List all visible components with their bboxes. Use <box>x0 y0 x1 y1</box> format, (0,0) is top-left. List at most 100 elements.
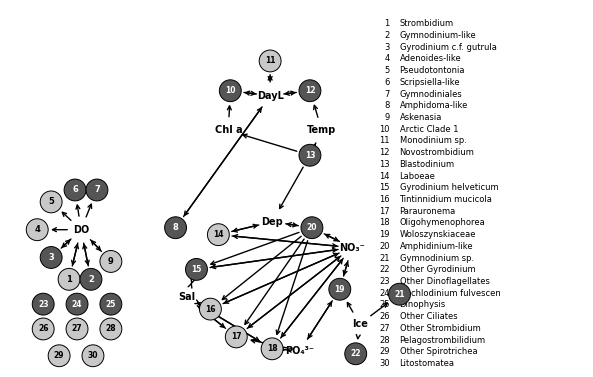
Circle shape <box>58 268 80 290</box>
Text: Pelagostrombilidium: Pelagostrombilidium <box>400 336 486 345</box>
Text: PO₄³⁻: PO₄³⁻ <box>285 346 314 356</box>
Text: 25: 25 <box>106 300 116 309</box>
Text: 26: 26 <box>379 312 390 321</box>
Text: 7: 7 <box>94 185 100 195</box>
Text: 8: 8 <box>173 223 178 232</box>
Text: Pseudotontonia: Pseudotontonia <box>400 66 465 75</box>
Text: 28: 28 <box>106 325 116 334</box>
Text: 14: 14 <box>213 230 224 239</box>
Circle shape <box>301 217 323 239</box>
Text: 3: 3 <box>48 253 54 262</box>
Circle shape <box>345 343 366 365</box>
Circle shape <box>199 298 221 320</box>
Text: 3: 3 <box>384 43 390 52</box>
Text: Other Gyrodinium: Other Gyrodinium <box>400 265 475 274</box>
Circle shape <box>100 318 122 340</box>
Circle shape <box>66 318 88 340</box>
Circle shape <box>186 259 208 280</box>
Circle shape <box>32 318 54 340</box>
Text: Gymnodiniales: Gymnodiniales <box>400 89 463 98</box>
Circle shape <box>299 144 321 166</box>
Text: 18: 18 <box>379 218 390 227</box>
Circle shape <box>86 179 108 201</box>
Text: Strombidium: Strombidium <box>400 19 454 28</box>
Circle shape <box>40 191 62 213</box>
Circle shape <box>82 345 104 367</box>
Text: 25: 25 <box>379 300 390 310</box>
Text: 14: 14 <box>379 172 390 181</box>
Text: 22: 22 <box>379 265 390 274</box>
Text: Adenoides-like: Adenoides-like <box>400 54 461 63</box>
Circle shape <box>208 224 229 245</box>
Circle shape <box>261 338 283 360</box>
Text: Oligohymenophorea: Oligohymenophorea <box>400 218 485 227</box>
Text: Monodinium sp.: Monodinium sp. <box>400 136 466 146</box>
Text: 5: 5 <box>48 198 54 206</box>
Text: 12: 12 <box>379 148 390 157</box>
Text: 8: 8 <box>384 101 390 110</box>
Text: 17: 17 <box>379 207 390 216</box>
Text: Askenasia: Askenasia <box>400 113 442 122</box>
Text: 24: 24 <box>72 300 82 309</box>
Text: Laboeae: Laboeae <box>400 172 435 181</box>
Text: 27: 27 <box>72 325 82 334</box>
Text: 2: 2 <box>384 31 390 40</box>
Circle shape <box>64 179 86 201</box>
Circle shape <box>100 251 122 272</box>
Text: Gyrodinium c.f. gutrula: Gyrodinium c.f. gutrula <box>400 43 496 52</box>
Text: 17: 17 <box>231 333 241 342</box>
Text: 20: 20 <box>379 242 390 251</box>
Circle shape <box>100 293 122 315</box>
Text: Gyrodinium helveticum: Gyrodinium helveticum <box>400 183 498 192</box>
Text: Gymnodinium-like: Gymnodinium-like <box>400 31 476 40</box>
Text: 7: 7 <box>384 89 390 98</box>
Text: Other Spirotrichea: Other Spirotrichea <box>400 347 477 356</box>
Text: 19: 19 <box>334 285 345 294</box>
Circle shape <box>225 326 247 348</box>
Text: Ice: Ice <box>352 319 368 329</box>
Text: 16: 16 <box>379 195 390 204</box>
Text: 23: 23 <box>379 277 390 286</box>
Text: 26: 26 <box>38 325 49 334</box>
Text: 21: 21 <box>394 290 405 299</box>
Text: 10: 10 <box>379 125 390 134</box>
Circle shape <box>165 217 187 239</box>
Circle shape <box>40 247 62 268</box>
Text: Sal: Sal <box>178 292 195 302</box>
Circle shape <box>259 50 281 72</box>
Text: Other Dinoflagellates: Other Dinoflagellates <box>400 277 489 286</box>
Text: Other Ciliates: Other Ciliates <box>400 312 457 321</box>
Text: 29: 29 <box>54 351 65 360</box>
Text: 20: 20 <box>307 223 317 232</box>
Text: 29: 29 <box>379 347 390 356</box>
Text: 4: 4 <box>34 225 40 234</box>
Text: Temp: Temp <box>307 126 336 135</box>
Circle shape <box>48 345 70 367</box>
Text: 6: 6 <box>384 78 390 87</box>
Text: 1: 1 <box>384 19 390 28</box>
Text: 6: 6 <box>72 185 78 195</box>
Text: DO: DO <box>73 225 89 235</box>
Text: 19: 19 <box>379 230 390 239</box>
Text: Woloszynskiaceae: Woloszynskiaceae <box>400 230 476 239</box>
Text: 28: 28 <box>379 336 390 345</box>
Text: Other Strombidium: Other Strombidium <box>400 324 480 333</box>
Circle shape <box>219 80 241 102</box>
Circle shape <box>388 283 410 305</box>
Text: DayL: DayL <box>257 91 283 101</box>
Text: 13: 13 <box>305 151 315 160</box>
Text: Amphidinium-like: Amphidinium-like <box>400 242 473 251</box>
Text: 24: 24 <box>379 289 390 298</box>
Text: 15: 15 <box>379 183 390 192</box>
Text: 1: 1 <box>66 275 72 284</box>
Text: 18: 18 <box>267 344 278 353</box>
Text: 13: 13 <box>379 160 390 169</box>
Text: 15: 15 <box>192 265 202 274</box>
Text: 30: 30 <box>379 359 390 368</box>
Circle shape <box>66 293 88 315</box>
Text: 21: 21 <box>379 253 390 262</box>
Text: 4: 4 <box>384 54 390 63</box>
Text: 9: 9 <box>384 113 390 122</box>
Text: Blastodinium: Blastodinium <box>400 160 455 169</box>
Circle shape <box>80 268 102 290</box>
